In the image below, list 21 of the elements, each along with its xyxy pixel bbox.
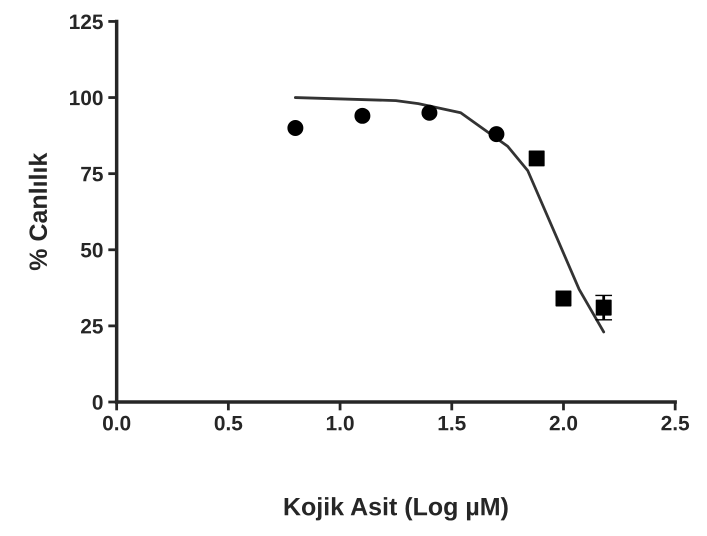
x-tick-label: 2.0 bbox=[550, 416, 578, 430]
y-tick-label: 25 bbox=[81, 318, 103, 334]
point bbox=[421, 104, 438, 121]
x-tick-label: 1.5 bbox=[438, 416, 466, 430]
point bbox=[488, 126, 504, 142]
point bbox=[556, 290, 572, 306]
y-tick-label: 50 bbox=[80, 242, 103, 258]
x-tick-label: 1.0 bbox=[326, 416, 354, 430]
point bbox=[528, 150, 545, 166]
point bbox=[287, 120, 304, 136]
point bbox=[354, 108, 370, 124]
y-tick-label: 125 bbox=[70, 14, 103, 30]
x-tick-label: 0.0 bbox=[103, 416, 130, 430]
y-axis-title: % Canlılık bbox=[28, 152, 48, 270]
y-tick-label: 100 bbox=[70, 90, 103, 106]
y-tick-label: 75 bbox=[81, 166, 103, 182]
x-tick-label: 0.5 bbox=[214, 416, 242, 430]
x-axis-title: Kojik Asit (Log µM) bbox=[284, 497, 508, 521]
y-tick-label: 0 bbox=[92, 395, 103, 410]
x-tick-label: 2.5 bbox=[661, 416, 690, 430]
line-series bbox=[294, 96, 606, 334]
